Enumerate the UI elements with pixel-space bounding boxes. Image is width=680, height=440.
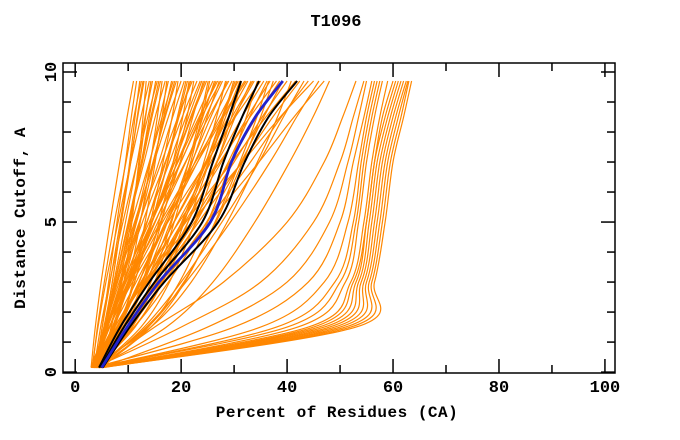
orange-models-curve bbox=[95, 80, 162, 368]
x-tick-label: 0 bbox=[70, 379, 80, 398]
orange-models-curve bbox=[95, 80, 297, 368]
orange-models-curve bbox=[90, 80, 135, 368]
x-tick-label: 60 bbox=[383, 379, 403, 398]
chart-title: T1096 bbox=[310, 13, 361, 32]
y-tick-label: 10 bbox=[43, 62, 62, 82]
orange-models-curve bbox=[93, 80, 389, 369]
orange-models-curve bbox=[92, 80, 254, 368]
orange-models-curve bbox=[97, 80, 357, 369]
orange-models-curve bbox=[97, 80, 383, 369]
orange-models-curve bbox=[101, 80, 407, 369]
orange-models-curve bbox=[100, 80, 228, 368]
x-tick-label: 80 bbox=[489, 379, 509, 398]
orange-models-curve bbox=[96, 80, 394, 369]
orange-models-curve bbox=[93, 80, 158, 368]
orange-models-curve bbox=[94, 80, 378, 369]
orange-models-curve bbox=[98, 80, 305, 369]
y-tick-label: 0 bbox=[43, 367, 62, 377]
orange-models-curve bbox=[97, 80, 320, 369]
orange-models-curve bbox=[96, 80, 331, 369]
black-models-curve bbox=[101, 80, 298, 369]
orange-models-curve bbox=[93, 80, 219, 368]
orange-models-curve bbox=[100, 80, 368, 369]
orange-models-curve bbox=[91, 80, 381, 369]
plot-frame bbox=[62, 62, 616, 374]
orange-models-curve bbox=[96, 80, 206, 368]
orange-models-curve bbox=[94, 80, 365, 369]
orange-models-curve bbox=[100, 80, 409, 369]
orange-models-curve bbox=[96, 80, 376, 369]
tick-labels-layer: 0 20 40 60 80 100 0 5 10 bbox=[43, 62, 620, 398]
y-tick-label: 5 bbox=[43, 217, 62, 227]
orange-models-curve bbox=[95, 80, 399, 369]
orange-models-curve bbox=[99, 80, 152, 368]
orange-models-curve bbox=[93, 80, 373, 369]
y-axis-label: Distance Cutoff, A bbox=[12, 127, 30, 309]
orange-models-curve bbox=[99, 80, 397, 369]
blue-model-curve bbox=[100, 80, 284, 369]
orange-models-curve bbox=[94, 80, 145, 368]
axes-frame-layer bbox=[62, 62, 616, 374]
orange-models-curve bbox=[93, 80, 274, 369]
model-curves-layer bbox=[90, 80, 413, 369]
x-tick-label: 100 bbox=[590, 379, 621, 398]
black-models-curve bbox=[99, 80, 260, 369]
x-tick-label: 40 bbox=[277, 379, 297, 398]
orange-models-curve bbox=[92, 80, 142, 368]
orange-models-curve bbox=[98, 80, 402, 369]
orange-models-curve bbox=[98, 80, 405, 369]
orange-models-curve bbox=[102, 80, 410, 369]
x-tick-label: 20 bbox=[171, 379, 191, 398]
x-axis-label: Percent of Residues (CA) bbox=[216, 404, 458, 422]
orange-models-curve bbox=[102, 80, 413, 369]
black-models-curve bbox=[98, 80, 242, 369]
